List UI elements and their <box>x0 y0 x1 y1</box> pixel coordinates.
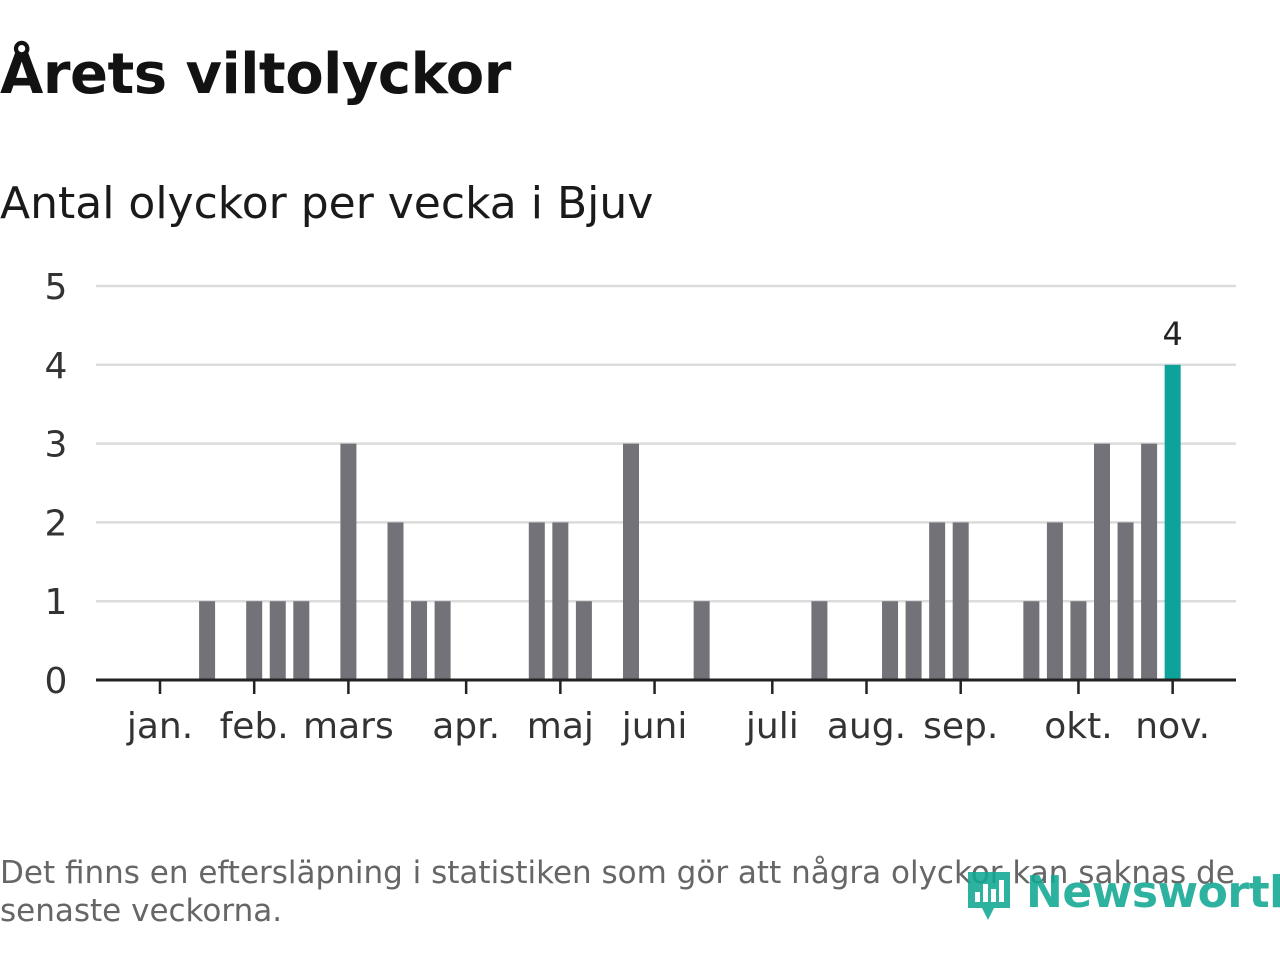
x-tick-label: mars <box>303 706 394 747</box>
bar <box>1141 443 1158 680</box>
y-tick-label: 4 <box>45 346 68 387</box>
bar <box>882 601 899 680</box>
bar <box>434 601 451 680</box>
bar <box>199 601 216 680</box>
y-tick-label: 0 <box>45 661 68 702</box>
x-tick-label: jan. <box>126 706 193 747</box>
bar <box>952 522 969 680</box>
bar <box>528 522 545 680</box>
bar <box>1046 522 1063 680</box>
bar <box>1094 443 1110 680</box>
bar-chart: 0 1 2 3 4 5 4 jan. feb. mars apr. maj juni juli aug. se… <box>45 267 1236 747</box>
x-tick-label: juli <box>745 706 799 747</box>
x-tick-label: juni <box>621 706 688 747</box>
x-tick-label: feb. <box>220 706 289 747</box>
bar <box>811 601 828 680</box>
y-tick-label: 1 <box>45 582 68 623</box>
chart-subtitle: Antal olyckor per vecka i Bjuv <box>0 178 654 229</box>
chart-title: Årets viltolyckor <box>0 42 511 107</box>
newsworthy-logo-icon <box>968 872 1010 920</box>
x-tick-label: aug. <box>827 706 906 747</box>
x-tick-label: maj <box>527 706 594 747</box>
bar <box>575 601 592 680</box>
y-tick-label: 5 <box>45 267 68 308</box>
bar <box>1070 601 1087 680</box>
bar <box>246 601 263 680</box>
bar <box>905 601 922 680</box>
bar-value-label: 4 <box>1162 315 1182 353</box>
x-tick-label: nov. <box>1135 706 1210 747</box>
bar <box>623 443 639 680</box>
y-tick-label: 3 <box>45 425 68 466</box>
footnote: Det finns en eftersläpning i statistiken… <box>0 855 1235 929</box>
brand-logo: Newsworthy <box>964 862 1280 922</box>
bar <box>1023 601 1040 680</box>
x-tick-label: sep. <box>923 706 998 747</box>
bar <box>411 601 428 680</box>
bar <box>552 522 569 680</box>
y-tick-label: 2 <box>45 503 68 544</box>
x-tick-label: okt. <box>1044 706 1112 747</box>
brand-name: Newsworthy <box>1026 866 1280 918</box>
x-tick-label: apr. <box>432 706 500 747</box>
bar <box>340 443 357 680</box>
bar <box>269 601 286 680</box>
bar <box>293 601 310 680</box>
bar <box>693 601 710 680</box>
bar <box>929 522 946 680</box>
bar <box>387 522 404 680</box>
bar <box>1117 522 1134 680</box>
bar-highlight <box>1164 364 1181 680</box>
